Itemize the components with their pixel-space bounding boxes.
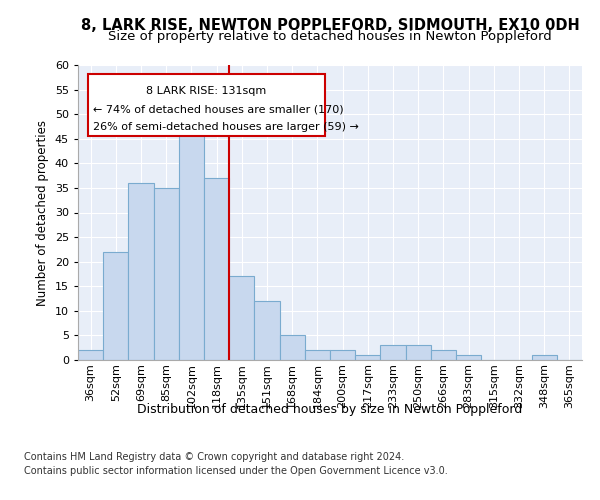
Text: Size of property relative to detached houses in Newton Poppleford: Size of property relative to detached ho… <box>108 30 552 43</box>
Bar <box>179 119 204 360</box>
Bar <box>305 350 330 360</box>
Text: Contains HM Land Registry data © Crown copyright and database right 2024.: Contains HM Land Registry data © Crown c… <box>24 452 404 462</box>
Bar <box>456 355 481 360</box>
Bar <box>532 355 557 360</box>
Bar <box>229 276 254 360</box>
Bar <box>280 336 305 360</box>
Y-axis label: Number of detached properties: Number of detached properties <box>36 120 49 306</box>
Bar <box>355 355 380 360</box>
Text: Distribution of detached houses by size in Newton Poppleford: Distribution of detached houses by size … <box>137 402 523 415</box>
Bar <box>103 252 128 360</box>
Bar <box>254 301 280 360</box>
Bar <box>330 350 355 360</box>
Bar <box>380 345 406 360</box>
Bar <box>78 350 103 360</box>
Bar <box>128 183 154 360</box>
FancyBboxPatch shape <box>88 74 325 136</box>
Bar <box>406 345 431 360</box>
Text: Contains public sector information licensed under the Open Government Licence v3: Contains public sector information licen… <box>24 466 448 476</box>
Text: 8, LARK RISE, NEWTON POPPLEFORD, SIDMOUTH, EX10 0DH: 8, LARK RISE, NEWTON POPPLEFORD, SIDMOUT… <box>80 18 580 32</box>
Text: ← 74% of detached houses are smaller (170): ← 74% of detached houses are smaller (17… <box>93 105 344 115</box>
Bar <box>154 188 179 360</box>
Bar <box>431 350 456 360</box>
Text: 8 LARK RISE: 131sqm: 8 LARK RISE: 131sqm <box>146 86 266 96</box>
Bar <box>204 178 229 360</box>
Text: 26% of semi-detached houses are larger (59) →: 26% of semi-detached houses are larger (… <box>93 122 359 132</box>
